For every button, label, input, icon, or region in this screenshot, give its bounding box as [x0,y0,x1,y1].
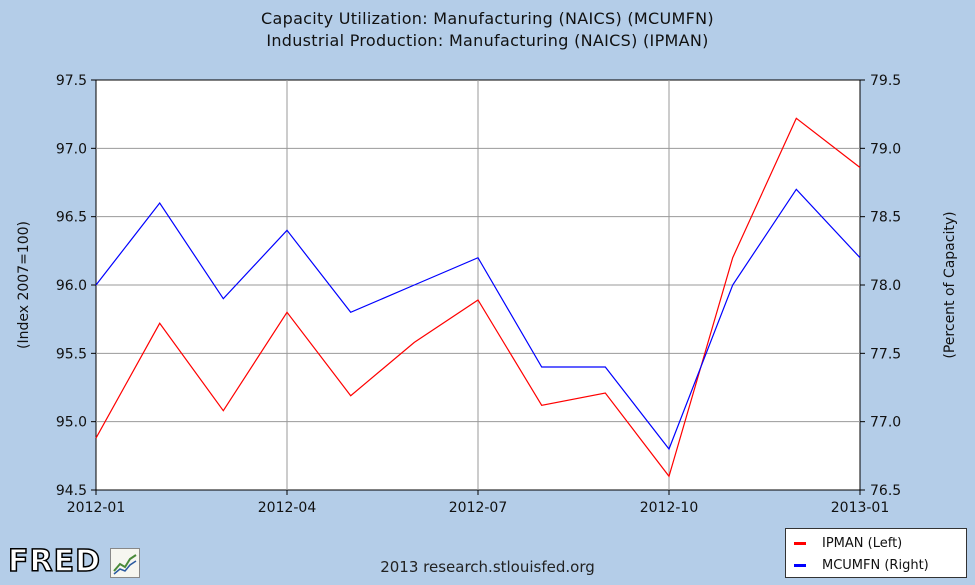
right-axis-label: (Percent of Capacity) [942,211,958,358]
left-tick-label: 95.0 [56,415,87,431]
left-tick-label: 97.0 [56,141,87,157]
legend-item-ipman: IPMAN (Left) [794,533,902,553]
right-tick-label: 78.5 [870,210,901,226]
left-tick-label: 95.5 [56,346,87,362]
x-axis-ticks: 2012-01 2012-04 2012-07 2012-10 2013-01 [67,490,890,516]
legend-swatch-blue [794,563,806,567]
left-tick-label: 96.5 [56,210,87,226]
left-axis-ticks: 94.5 95.0 95.5 96.0 96.5 97.0 97.5 [56,73,96,499]
legend-label: IPMAN (Left) [822,535,903,551]
legend-label: MCUMFN (Right) [822,557,929,573]
legend-swatch-red [794,541,806,545]
left-tick-label: 96.0 [56,278,87,294]
fred-logo: FRED [7,543,140,580]
series-line-mcumfn [95,188,861,451]
series-line-ipman [95,117,861,478]
chart-title-line1: Capacity Utilization: Manufacturing (NAI… [261,9,714,28]
legend-item-mcumfn: MCUMFN (Right) [794,555,929,575]
legend: IPMAN (Left) MCUMFN (Right) [785,528,967,578]
series-lines [95,117,861,478]
fred-logo-text: FRED [7,543,101,580]
chart-title-line2: Industrial Production: Manufacturing (NA… [266,31,709,50]
right-tick-label: 79.5 [870,73,901,89]
right-tick-label: 76.5 [870,483,901,499]
x-tick-label: 2012-01 [67,500,126,516]
grid-lines [96,80,860,490]
right-axis-ticks: 76.5 77.0 77.5 78.0 78.5 79.0 79.5 [860,73,901,499]
x-tick-label: 2012-07 [449,500,508,516]
x-tick-label: 2012-04 [258,500,317,516]
x-tick-label: 2012-10 [640,500,699,516]
chart-trend-icon [110,548,140,578]
left-tick-label: 94.5 [56,483,87,499]
left-tick-label: 97.5 [56,73,87,89]
right-tick-label: 77.5 [870,346,901,362]
right-tick-label: 77.0 [870,415,901,431]
right-tick-label: 79.0 [870,141,901,157]
x-tick-label: 2013-01 [831,500,890,516]
source-footer: 2013 research.stlouisfed.org [380,558,595,576]
left-axis-label: (Index 2007=100) [16,221,32,349]
right-tick-label: 78.0 [870,278,901,294]
